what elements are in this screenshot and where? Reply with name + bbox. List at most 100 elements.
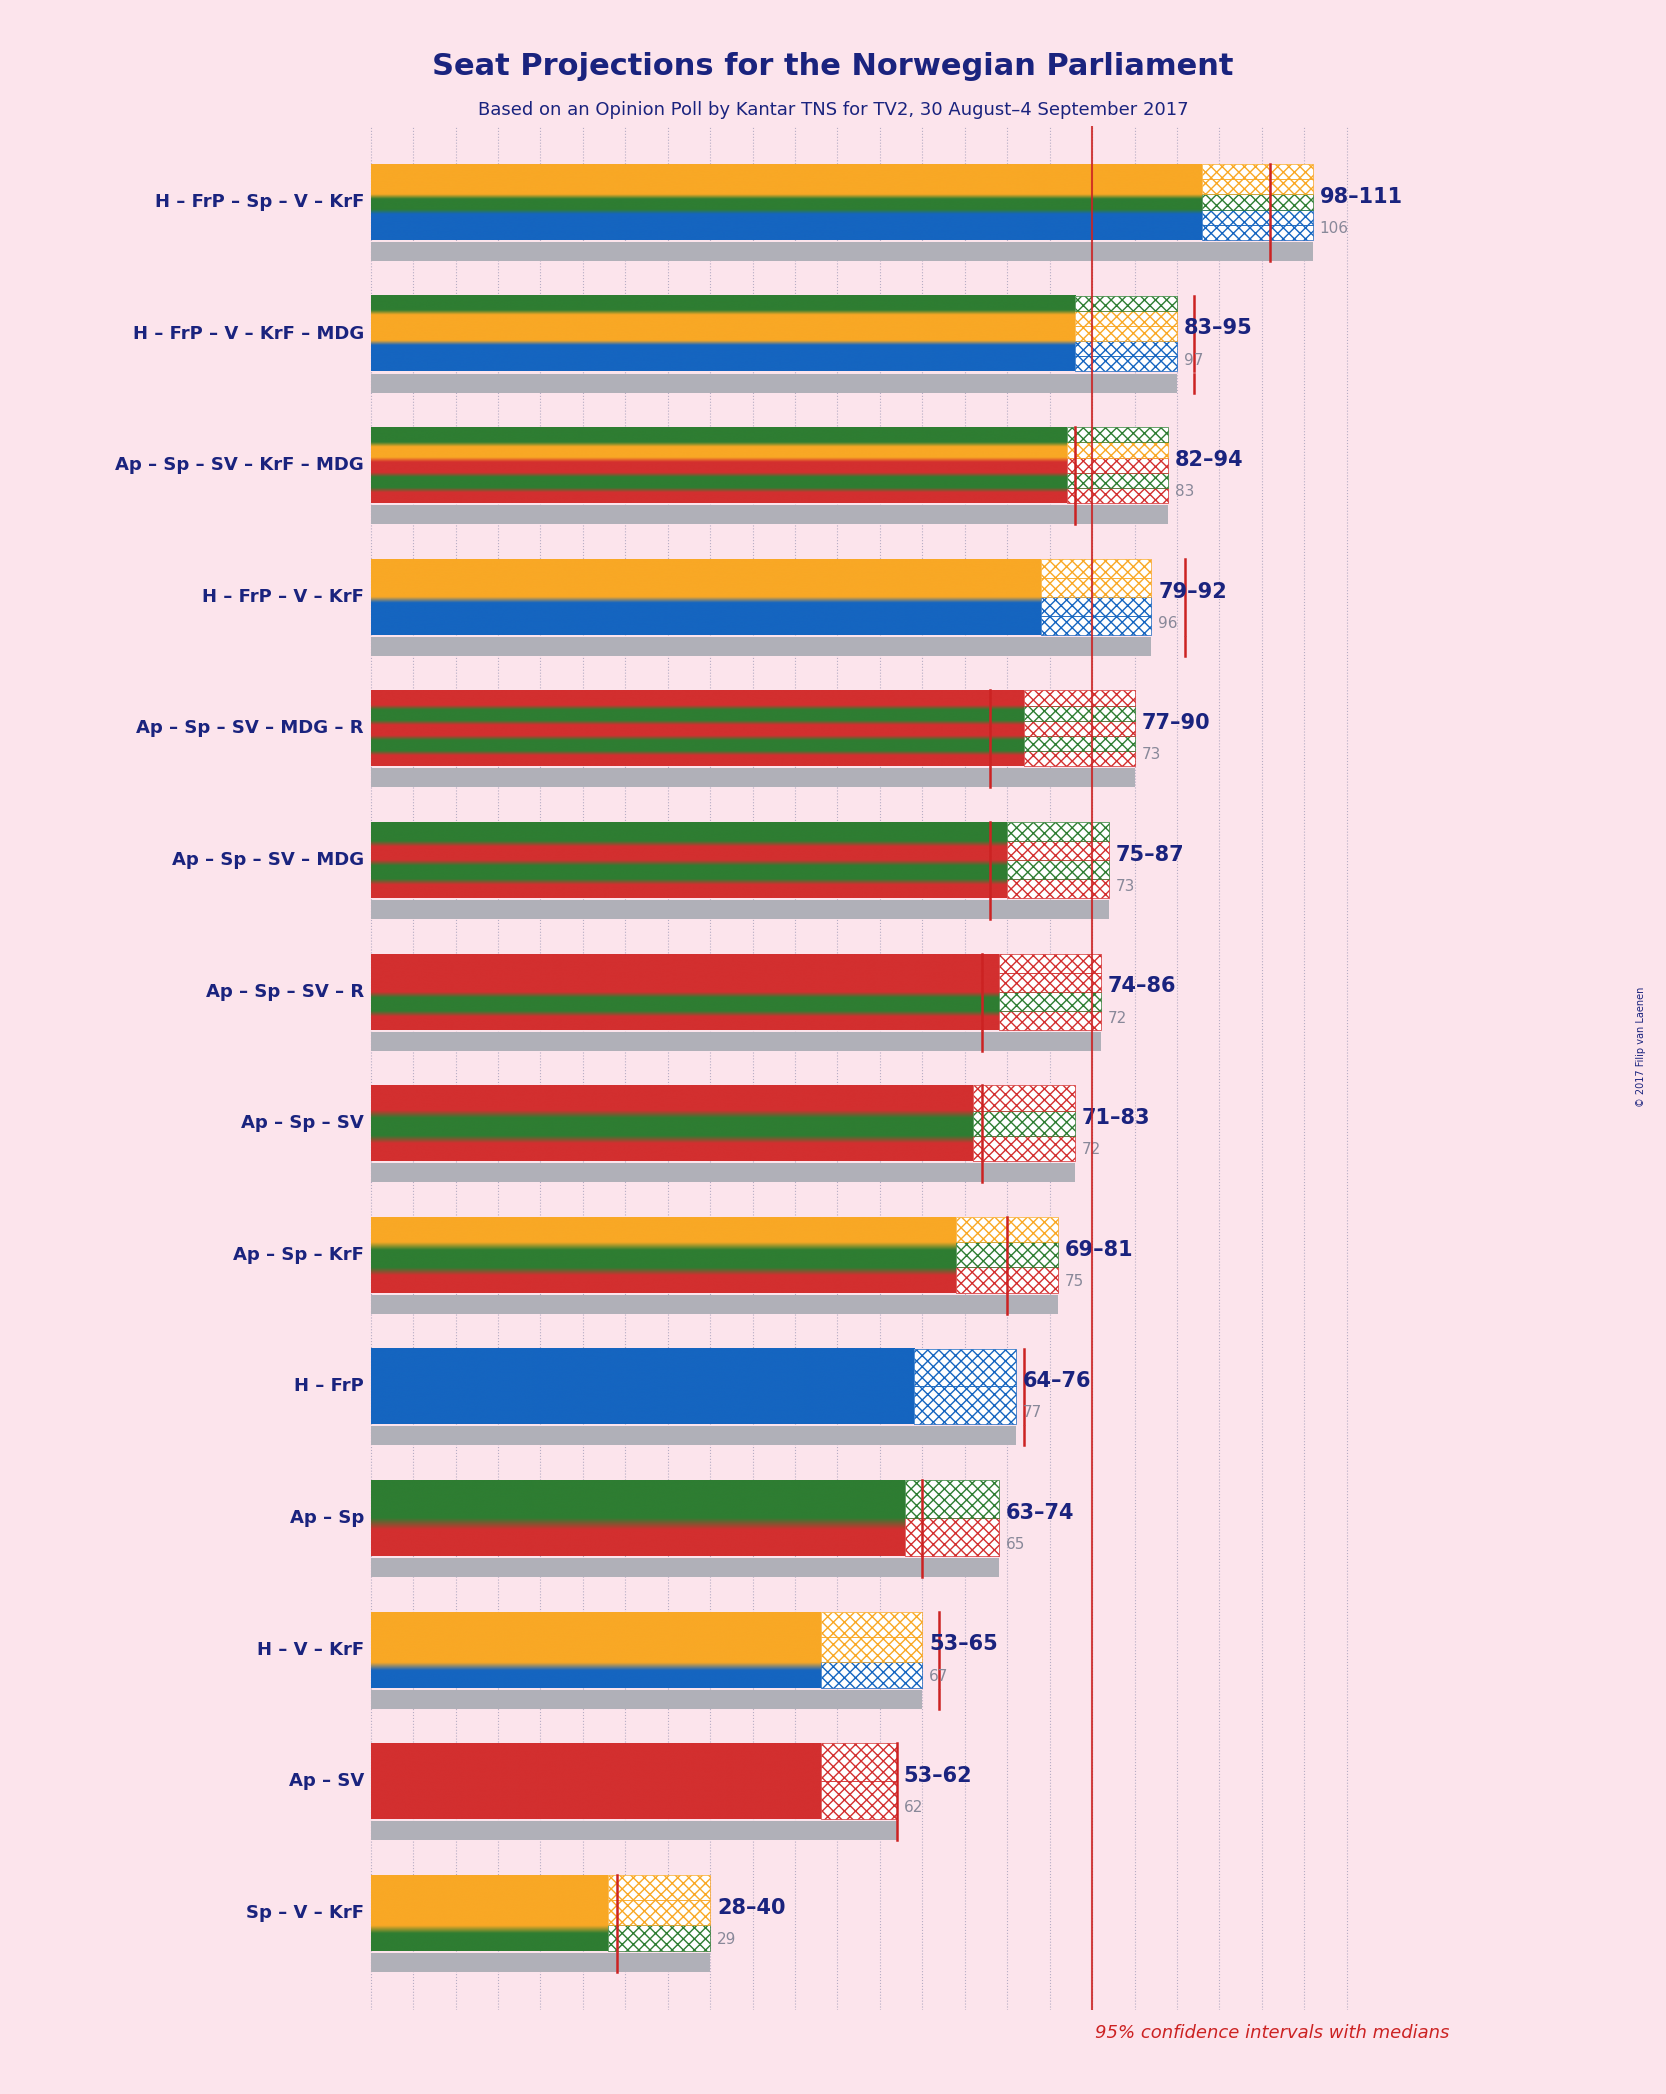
Text: H – V – KrF: H – V – KrF — [257, 1640, 363, 1658]
Bar — [973, 1135, 1075, 1160]
Bar — [821, 1612, 923, 1638]
Text: 83–95: 83–95 — [1185, 318, 1253, 339]
Bar — [915, 1386, 1016, 1424]
Text: 79–92: 79–92 — [1158, 582, 1228, 601]
Bar — [1075, 327, 1176, 341]
Bar — [1203, 180, 1313, 195]
Bar — [1025, 706, 1135, 720]
Bar — [1066, 427, 1168, 442]
Bar — [998, 1011, 1101, 1030]
Bar — [372, 1558, 998, 1577]
Bar — [821, 1663, 923, 1688]
Bar — [821, 1744, 896, 1782]
Text: Sp – V – KrF: Sp – V – KrF — [247, 1903, 363, 1922]
Bar — [1203, 195, 1313, 209]
Bar — [821, 1663, 923, 1688]
Bar — [905, 1480, 998, 1518]
Text: 63–74: 63–74 — [1006, 1503, 1075, 1522]
Bar — [1025, 691, 1135, 706]
Text: Ap – Sp – SV – MDG – R: Ap – Sp – SV – MDG – R — [137, 720, 363, 737]
Bar — [1075, 341, 1176, 356]
Bar — [372, 1954, 710, 1973]
Bar — [1075, 295, 1176, 310]
Bar — [1041, 597, 1151, 616]
Bar — [608, 1874, 710, 1899]
Bar — [1008, 861, 1110, 879]
Bar — [1025, 720, 1135, 735]
Bar — [1075, 356, 1176, 371]
Bar — [998, 972, 1101, 993]
Bar — [1203, 163, 1313, 180]
Text: 53–65: 53–65 — [930, 1635, 998, 1654]
Bar — [915, 1386, 1016, 1424]
Text: 28–40: 28–40 — [716, 1897, 785, 1918]
Bar — [998, 953, 1101, 972]
Bar — [1041, 616, 1151, 634]
Text: 29: 29 — [716, 1933, 736, 1947]
Bar — [372, 243, 1313, 262]
Bar — [1025, 720, 1135, 735]
Bar — [956, 1217, 1058, 1242]
Bar — [1203, 195, 1313, 209]
Bar — [821, 1782, 896, 1820]
Bar — [905, 1518, 998, 1556]
Bar — [956, 1242, 1058, 1267]
Bar — [1025, 735, 1135, 752]
Bar — [998, 993, 1101, 1011]
Text: 95% confidence intervals with medians: 95% confidence intervals with medians — [1095, 2023, 1449, 2042]
Bar — [372, 1690, 923, 1709]
Text: 64–76: 64–76 — [1023, 1372, 1091, 1390]
Bar — [905, 1518, 998, 1556]
Bar — [372, 373, 1176, 392]
Text: 83: 83 — [1175, 484, 1195, 498]
Bar — [1075, 310, 1176, 327]
Bar — [973, 1135, 1075, 1160]
Text: © 2017 Filip van Laenen: © 2017 Filip van Laenen — [1636, 986, 1646, 1108]
Bar — [973, 1085, 1075, 1110]
Text: 97: 97 — [1185, 352, 1203, 369]
Bar — [821, 1782, 896, 1820]
Text: 77–90: 77–90 — [1141, 714, 1210, 733]
Text: Ap – Sp: Ap – Sp — [290, 1510, 363, 1527]
Bar — [372, 1822, 896, 1841]
Bar — [956, 1217, 1058, 1242]
Bar — [1066, 459, 1168, 473]
Bar — [998, 953, 1101, 972]
Text: H – FrP – V – KrF – MDG: H – FrP – V – KrF – MDG — [133, 325, 363, 343]
Bar — [998, 993, 1101, 1011]
Bar — [608, 1899, 710, 1926]
Bar — [1203, 209, 1313, 224]
Bar — [1041, 578, 1151, 597]
Text: 75: 75 — [1065, 1273, 1085, 1288]
Text: 69–81: 69–81 — [1065, 1240, 1133, 1261]
Bar — [1041, 616, 1151, 634]
Bar — [1008, 879, 1110, 898]
Bar — [998, 1011, 1101, 1030]
Bar — [1075, 310, 1176, 327]
Text: 72: 72 — [1081, 1141, 1101, 1158]
Bar — [1066, 442, 1168, 459]
Bar — [1066, 488, 1168, 503]
Text: 98–111: 98–111 — [1319, 186, 1403, 207]
Bar — [956, 1267, 1058, 1292]
Bar — [1203, 180, 1313, 195]
Bar — [973, 1110, 1075, 1135]
Bar — [1008, 823, 1110, 842]
Bar — [1203, 163, 1313, 180]
Bar — [821, 1744, 896, 1782]
Text: Ap – Sp – SV – R: Ap – Sp – SV – R — [207, 982, 363, 1001]
Text: Seat Projections for the Norwegian Parliament: Seat Projections for the Norwegian Parli… — [431, 52, 1235, 82]
Text: 62: 62 — [903, 1801, 923, 1815]
Bar — [1066, 473, 1168, 488]
Bar — [1066, 442, 1168, 459]
Text: H – FrP: H – FrP — [295, 1378, 363, 1395]
Text: 74–86: 74–86 — [1108, 976, 1176, 997]
Text: 71–83: 71–83 — [1081, 1108, 1151, 1129]
Bar — [1075, 295, 1176, 310]
Bar — [1075, 341, 1176, 356]
Text: 96: 96 — [1158, 616, 1178, 630]
Text: 67: 67 — [930, 1669, 948, 1684]
Bar — [956, 1267, 1058, 1292]
Bar — [956, 1242, 1058, 1267]
Bar — [973, 1085, 1075, 1110]
